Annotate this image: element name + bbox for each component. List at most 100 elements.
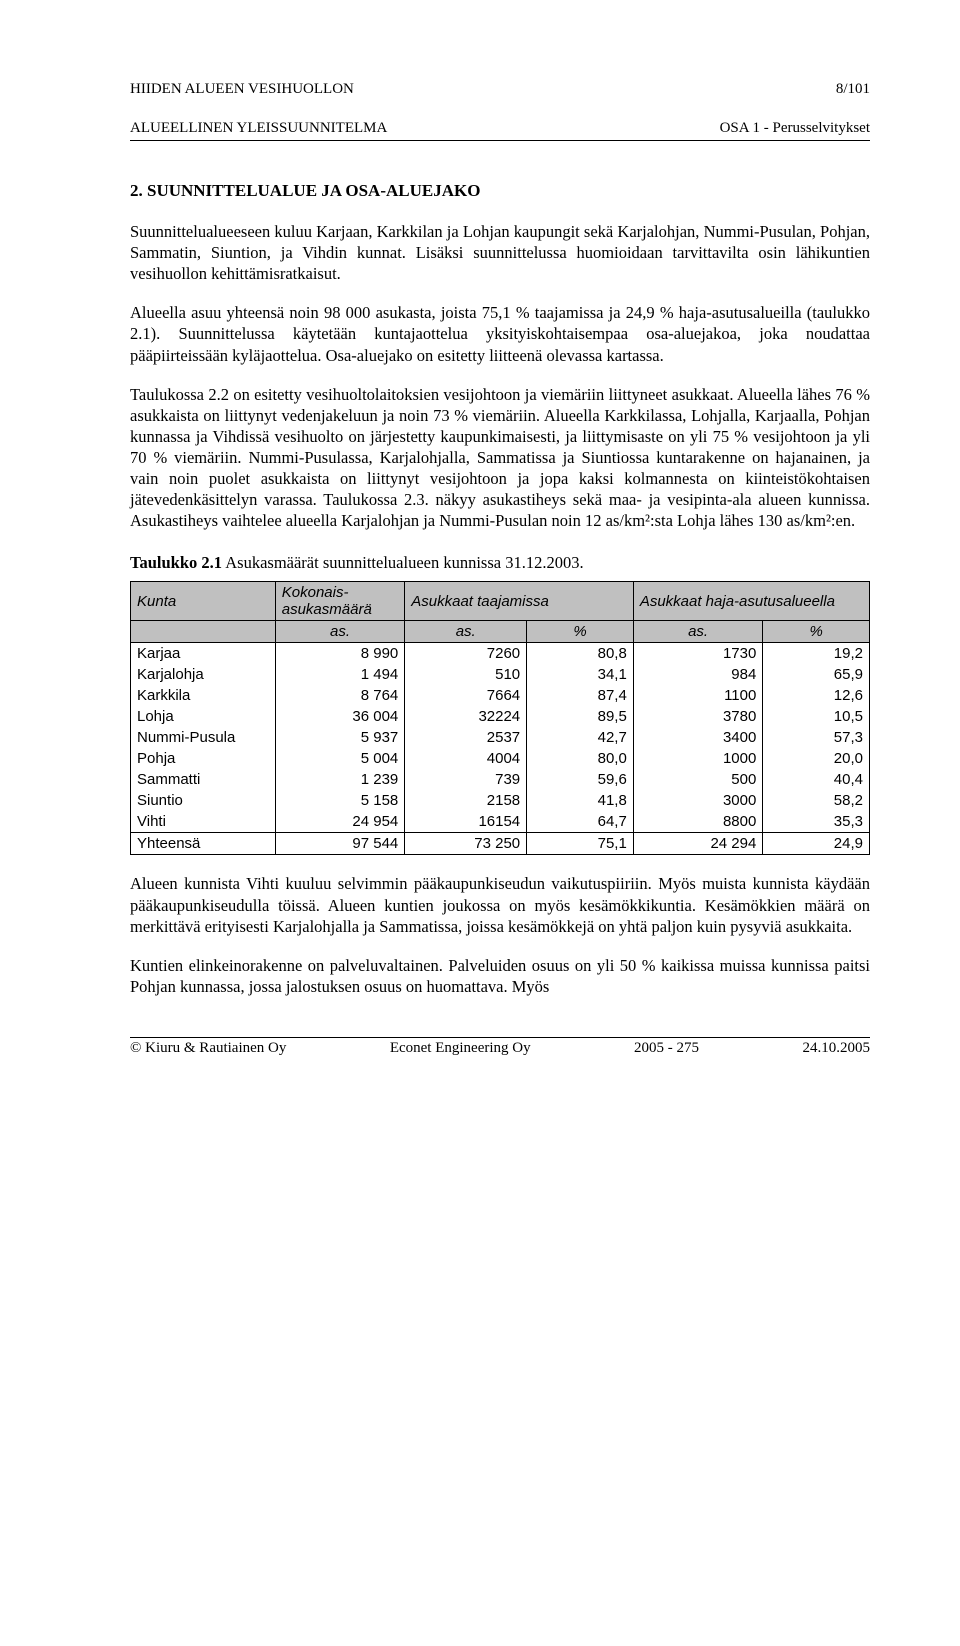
cell-kok: 97 544 — [275, 833, 405, 855]
cell-taj-as: 510 — [405, 664, 527, 685]
header-left-line1: HIIDEN ALUEEN VESIHUOLLON — [130, 81, 354, 97]
cell-taj-pc: 89,5 — [527, 706, 634, 727]
cell-kok: 36 004 — [275, 706, 405, 727]
table-row: Lohja36 0043222489,5378010,5 — [131, 706, 870, 727]
cell-kunta: Karkkila — [131, 685, 276, 706]
cell-taj-pc: 64,7 — [527, 811, 634, 833]
cell-haja-pc: 24,9 — [763, 833, 870, 855]
table-row: Nummi-Pusula5 937253742,7340057,3 — [131, 727, 870, 748]
cell-haja-as: 1730 — [633, 643, 763, 665]
cell-kunta: Sammatti — [131, 769, 276, 790]
cell-taj-pc: 80,0 — [527, 748, 634, 769]
table-row: Pohja5 004400480,0100020,0 — [131, 748, 870, 769]
cell-kok: 5 004 — [275, 748, 405, 769]
th-s5: % — [763, 621, 870, 643]
footer-left: © Kiuru & Rautiainen Oy — [130, 1040, 286, 1057]
cell-kok: 1 239 — [275, 769, 405, 790]
cell-taj-as: 16154 — [405, 811, 527, 833]
paragraph-2: Alueella asuu yhteensä noin 98 000 asuka… — [130, 302, 870, 365]
header-left-line2: ALUEELLINEN YLEISSUUNNITELMA — [130, 120, 387, 136]
paragraph-1: Suunnittelualueeseen kuluu Karjaan, Kark… — [130, 221, 870, 284]
page: HIIDEN ALUEEN VESIHUOLLON ALUEELLINEN YL… — [0, 0, 960, 1097]
cell-haja-as: 500 — [633, 769, 763, 790]
cell-haja-as: 3780 — [633, 706, 763, 727]
cell-taj-as: 7260 — [405, 643, 527, 665]
cell-taj-as: 2537 — [405, 727, 527, 748]
population-table: Kunta Kokonais-asukasmäärä Asukkaat taaj… — [130, 581, 870, 855]
cell-kok: 5 937 — [275, 727, 405, 748]
table-caption-number: Taulukko 2.1 — [130, 553, 222, 572]
cell-kunta: Pohja — [131, 748, 276, 769]
footer-mid: Econet Engineering Oy — [390, 1040, 531, 1057]
cell-haja-as: 3400 — [633, 727, 763, 748]
cell-taj-as: 739 — [405, 769, 527, 790]
cell-taj-pc: 87,4 — [527, 685, 634, 706]
cell-taj-pc: 59,6 — [527, 769, 634, 790]
cell-taj-as: 7664 — [405, 685, 527, 706]
cell-kok: 8 764 — [275, 685, 405, 706]
cell-taj-as: 4004 — [405, 748, 527, 769]
cell-kok: 5 158 — [275, 790, 405, 811]
cell-haja-as: 8800 — [633, 811, 763, 833]
cell-kok: 8 990 — [275, 643, 405, 665]
page-header: HIIDEN ALUEEN VESIHUOLLON ALUEELLINEN YL… — [130, 60, 870, 138]
table-row: Karjalohja1 49451034,198465,9 — [131, 664, 870, 685]
cell-taj-pc: 41,8 — [527, 790, 634, 811]
table-row-total: Yhteensä97 54473 25075,124 29424,9 — [131, 833, 870, 855]
cell-haja-pc: 65,9 — [763, 664, 870, 685]
cell-haja-as: 24 294 — [633, 833, 763, 855]
paragraph-4: Alueen kunnista Vihti kuuluu selvimmin p… — [130, 873, 870, 936]
table-row: Siuntio5 158215841,8300058,2 — [131, 790, 870, 811]
th-haja: Asukkaat haja-asutusalueella — [633, 582, 869, 621]
footer-code: 2005 - 275 — [634, 1040, 699, 1057]
cell-haja-pc: 57,3 — [763, 727, 870, 748]
cell-kunta: Lohja — [131, 706, 276, 727]
cell-haja-pc: 35,3 — [763, 811, 870, 833]
cell-haja-pc: 10,5 — [763, 706, 870, 727]
cell-haja-pc: 12,6 — [763, 685, 870, 706]
cell-kunta: Nummi-Pusula — [131, 727, 276, 748]
cell-haja-as: 1000 — [633, 748, 763, 769]
table-row: Karjaa8 990726080,8173019,2 — [131, 643, 870, 665]
th-s1: as. — [275, 621, 405, 643]
table-row: Sammatti1 23973959,650040,4 — [131, 769, 870, 790]
cell-haja-pc: 40,4 — [763, 769, 870, 790]
header-right-line2: OSA 1 - Perusselvitykset — [720, 120, 870, 136]
header-divider — [130, 140, 870, 141]
table-row: Vihti24 9541615464,7880035,3 — [131, 811, 870, 833]
footer-date: 24.10.2005 — [802, 1040, 870, 1057]
cell-kunta: Karjalohja — [131, 664, 276, 685]
cell-haja-as: 1100 — [633, 685, 763, 706]
header-right: 8/101 OSA 1 - Perusselvitykset — [720, 60, 870, 138]
cell-haja-as: 3000 — [633, 790, 763, 811]
th-s4: as. — [633, 621, 763, 643]
cell-taj-as: 32224 — [405, 706, 527, 727]
cell-taj-as: 2158 — [405, 790, 527, 811]
cell-kunta: Siuntio — [131, 790, 276, 811]
cell-taj-as: 73 250 — [405, 833, 527, 855]
cell-kunta: Karjaa — [131, 643, 276, 665]
th-s2: as. — [405, 621, 527, 643]
th-s3: % — [527, 621, 634, 643]
th-kokonais: Kokonais-asukasmäärä — [275, 582, 405, 621]
cell-taj-pc: 75,1 — [527, 833, 634, 855]
cell-taj-pc: 80,8 — [527, 643, 634, 665]
header-left: HIIDEN ALUEEN VESIHUOLLON ALUEELLINEN YL… — [130, 60, 387, 138]
paragraph-5: Kuntien elinkeinorakenne on palveluvalta… — [130, 955, 870, 997]
cell-kunta: Yhteensä — [131, 833, 276, 855]
table-caption-text: Asukasmäärät suunnittelualueen kunnissa … — [222, 553, 584, 572]
table-row: Karkkila8 764766487,4110012,6 — [131, 685, 870, 706]
cell-taj-pc: 42,7 — [527, 727, 634, 748]
cell-haja-as: 984 — [633, 664, 763, 685]
footer-divider — [130, 1037, 870, 1038]
cell-haja-pc: 19,2 — [763, 643, 870, 665]
cell-kok: 1 494 — [275, 664, 405, 685]
cell-haja-pc: 20,0 — [763, 748, 870, 769]
th-blank — [131, 621, 276, 643]
table-caption: Taulukko 2.1 Asukasmäärät suunnittelualu… — [130, 553, 870, 573]
section-title: 2. SUUNNITTELUALUE JA OSA-ALUEJAKO — [130, 181, 870, 201]
th-kunta: Kunta — [131, 582, 276, 621]
header-page-number: 8/101 — [836, 81, 870, 97]
th-taajama: Asukkaat taajamissa — [405, 582, 634, 621]
paragraph-3: Taulukossa 2.2 on esitetty vesihuoltolai… — [130, 384, 870, 532]
